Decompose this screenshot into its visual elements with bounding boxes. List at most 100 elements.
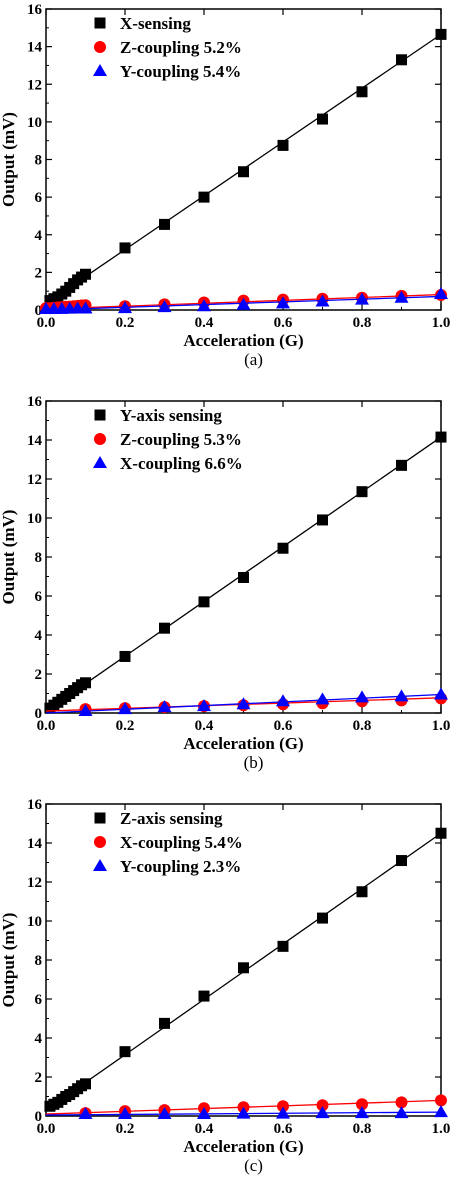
legend-marker xyxy=(93,456,107,468)
data-point xyxy=(159,622,170,634)
x-tick-label: 0.4 xyxy=(195,1121,214,1137)
legend-marker xyxy=(94,41,106,53)
series-3 xyxy=(45,1105,448,1120)
legend-label: Z-coupling 5.2% xyxy=(120,38,242,57)
data-point xyxy=(119,242,131,254)
data-point xyxy=(435,28,447,40)
panel-caption: (c) xyxy=(244,1156,263,1175)
data-point xyxy=(197,299,211,312)
data-point xyxy=(197,699,211,712)
data-point xyxy=(315,294,330,307)
x-tick-label: 0.2 xyxy=(116,718,135,734)
data-point xyxy=(434,687,448,700)
data-point xyxy=(277,940,289,952)
legend-label: X-sensing xyxy=(120,14,191,33)
x-tick-label: 0.6 xyxy=(274,718,293,734)
legend: Y-axis sensing Z-coupling 5.3% X-coupling … xyxy=(93,406,243,473)
y-tick-label: 8 xyxy=(35,953,43,969)
chart-panel-2: 0.0 0.2 0.4 0.6 0.8 1.0 0 2 4 6 8 10 12 14 16 Accelerat… xyxy=(0,394,450,772)
x-axis-title: Acceleration (G) xyxy=(183,331,303,350)
y-tick-label: 8 xyxy=(35,550,43,566)
data-point xyxy=(355,292,369,305)
legend-marker xyxy=(94,433,106,445)
data-point xyxy=(159,218,170,230)
legend-marker xyxy=(93,859,107,871)
panel-caption: (b) xyxy=(244,753,264,772)
data-point xyxy=(159,1017,170,1029)
data-point xyxy=(435,827,447,839)
data-point xyxy=(277,542,289,554)
data-point xyxy=(157,300,172,313)
chart-panel-3: 0.0 0.2 0.4 0.6 0.8 1.0 0 2 4 6 8 10 12 14 16 Accelerat… xyxy=(0,797,450,1175)
y-tick-label: 2 xyxy=(35,1070,43,1086)
data-point xyxy=(396,54,407,66)
data-point xyxy=(276,1106,290,1119)
legend-label: Z-axis sensing xyxy=(120,809,223,828)
data-point xyxy=(394,1106,409,1119)
data-point xyxy=(78,704,93,717)
data-point xyxy=(276,694,290,707)
y-tick-label: 4 xyxy=(35,228,43,244)
data-point xyxy=(317,912,328,924)
x-tick-label: 0.4 xyxy=(195,718,214,734)
data-point xyxy=(356,486,368,498)
y-axis-title: Output (mV) xyxy=(0,913,18,1008)
data-point xyxy=(78,1107,93,1120)
y-tick-label: 12 xyxy=(27,875,42,891)
y-tick-label: 16 xyxy=(27,2,43,18)
data-point xyxy=(119,1046,131,1058)
x-axis-title: Acceleration (G) xyxy=(183,734,303,753)
data-point xyxy=(434,1105,448,1118)
data-point xyxy=(118,1107,132,1120)
data-point xyxy=(236,297,251,310)
data-point xyxy=(355,1106,369,1119)
data-point xyxy=(157,1107,172,1120)
legend-marker xyxy=(94,812,106,824)
data-point xyxy=(434,287,448,300)
x-tick-label: 0.0 xyxy=(37,718,56,734)
data-point xyxy=(238,571,249,583)
plot-frame xyxy=(45,8,442,311)
data-point xyxy=(396,855,407,867)
data-point xyxy=(277,1100,289,1113)
y-tick-label: 14 xyxy=(27,40,43,56)
data-point xyxy=(315,692,330,705)
y-tick-label: 0 xyxy=(35,303,43,319)
y-tick-label: 16 xyxy=(27,797,43,813)
x-tick-label: 0.2 xyxy=(116,315,135,331)
y-axis-title: Output (mV) xyxy=(0,112,18,207)
x-tick-label: 1.0 xyxy=(432,718,451,734)
data-point xyxy=(157,700,172,713)
x-tick-label: 1.0 xyxy=(432,1121,451,1137)
y-tick-label: 0 xyxy=(35,1109,43,1125)
data-point xyxy=(316,1099,329,1112)
legend-marker xyxy=(93,64,107,76)
y-axis-title: Output (mV) xyxy=(0,510,18,605)
data-point xyxy=(395,1096,408,1109)
x-tick-label: 0.0 xyxy=(37,1121,56,1137)
data-point xyxy=(236,1106,251,1119)
series-3 xyxy=(39,287,448,315)
y-tick-label: 10 xyxy=(27,511,42,527)
data-point xyxy=(78,301,93,314)
plot-frame xyxy=(45,400,442,714)
x-tick-label: 0.4 xyxy=(195,315,214,331)
y-tick-label: 4 xyxy=(35,628,43,644)
data-point xyxy=(435,1094,447,1107)
data-point xyxy=(197,1107,211,1120)
legend-label: X-coupling 6.6% xyxy=(120,454,243,473)
y-tick-label: 4 xyxy=(35,1031,43,1047)
y-tick-label: 0 xyxy=(35,706,43,722)
data-point xyxy=(236,697,251,710)
x-tick-label: 0.8 xyxy=(353,1121,372,1137)
data-point xyxy=(355,690,369,703)
legend-label: Y-axis sensing xyxy=(120,406,222,425)
x-tick-label: 0.6 xyxy=(274,1121,293,1137)
legend-marker xyxy=(94,836,106,848)
data-point xyxy=(356,886,368,898)
data-point xyxy=(80,268,91,280)
y-tick-label: 6 xyxy=(35,589,43,605)
data-point xyxy=(238,962,249,974)
data-point xyxy=(356,86,368,98)
series-1 xyxy=(44,28,447,307)
